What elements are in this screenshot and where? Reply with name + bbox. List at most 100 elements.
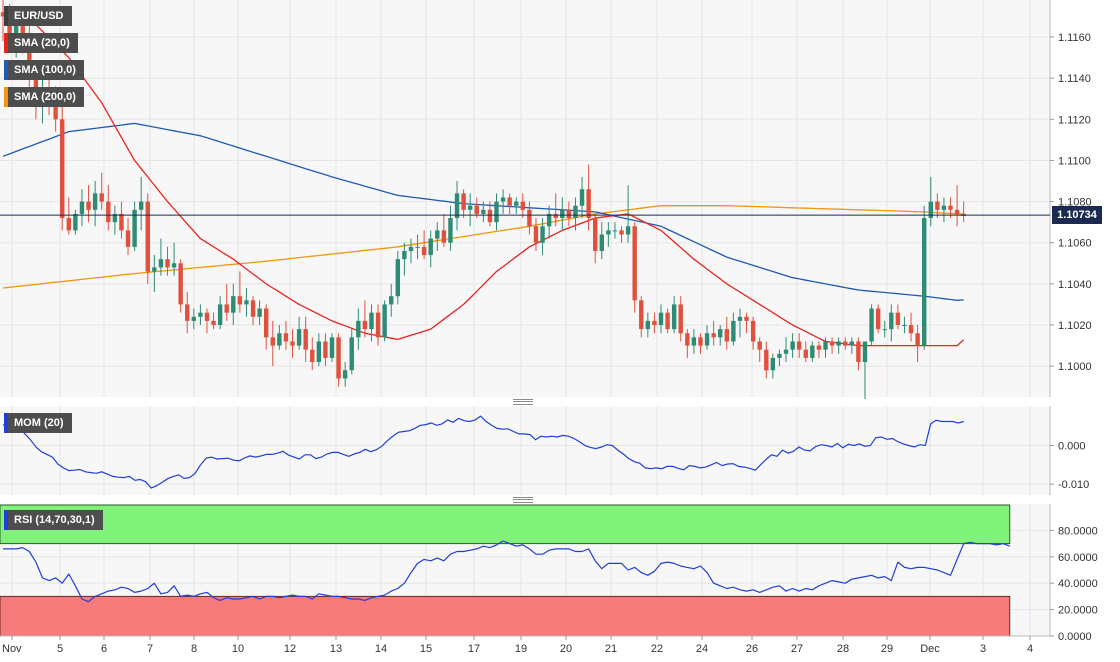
candle-body — [941, 205, 947, 210]
rsi-zones — [0, 504, 1011, 637]
rsi-text: RSI (14,70,30,1) — [14, 514, 95, 526]
candle-body — [507, 197, 512, 206]
candle-body — [737, 316, 743, 321]
y-tick-label: -0.010 — [1058, 479, 1089, 491]
rsi-resize-handle[interactable] — [513, 497, 533, 503]
x-tick-label: 26 — [746, 643, 758, 655]
candle-body — [66, 218, 71, 231]
candle-body — [0, 12, 6, 17]
candle-body — [744, 316, 749, 321]
candle-body — [342, 370, 348, 379]
candle-body — [671, 304, 677, 330]
candle-body — [783, 349, 789, 354]
candle-body — [481, 209, 486, 214]
candle-body — [632, 226, 637, 301]
x-tick-label: 6 — [101, 643, 107, 655]
candle-body — [593, 218, 598, 251]
x-tick-label: 24 — [696, 643, 708, 655]
x-tick-label: 19 — [515, 643, 527, 655]
rsi-overbought-zone — [0, 504, 1011, 545]
candle-body — [329, 337, 335, 358]
candle-body — [270, 337, 275, 346]
candle-body — [237, 296, 243, 305]
candle-body — [520, 201, 526, 210]
sma20-label[interactable]: SMA (20,0) — [4, 33, 78, 53]
candle-body — [244, 300, 249, 305]
panel-backgrounds — [0, 0, 1050, 636]
momentum-color-bar — [4, 413, 8, 433]
candle-body — [935, 201, 940, 210]
x-tick-label: 15 — [420, 643, 432, 655]
candle-body — [586, 189, 591, 219]
candle-body — [217, 304, 223, 326]
candle-body — [533, 226, 539, 243]
sma200-line — [2, 205, 964, 289]
candle-body — [461, 193, 466, 210]
candle-body — [7, 16, 12, 38]
sma20-text: SMA (20,0) — [14, 37, 70, 49]
grid-lines — [0, 0, 1050, 637]
candle-body — [803, 349, 808, 358]
sma200-label[interactable]: SMA (200,0) — [4, 87, 84, 107]
momentum-label[interactable]: MOM (20) — [4, 413, 72, 433]
candle-body — [823, 341, 828, 350]
candle-body — [277, 333, 282, 346]
candle-body — [92, 193, 98, 210]
candle-body — [467, 205, 473, 210]
candle-body — [474, 205, 479, 214]
sma100-label[interactable]: SMA (100,0) — [4, 60, 84, 80]
candle-body — [408, 246, 414, 251]
y-tick-label: 1.1000 — [1058, 361, 1092, 373]
candle-body — [652, 320, 657, 326]
candle-body — [415, 246, 420, 248]
candle-body — [764, 349, 769, 371]
candle-body — [454, 193, 460, 219]
candle-body — [448, 218, 453, 243]
candle-body — [185, 304, 190, 321]
momentum-resize-handle[interactable] — [513, 399, 533, 405]
candle-body — [310, 349, 315, 363]
sma20-line — [2, 11, 965, 347]
candle-body — [323, 341, 328, 358]
axes — [0, 0, 1051, 637]
candle-body — [316, 341, 322, 363]
candle-body — [60, 119, 65, 219]
y-tick-label: 0.000 — [1058, 440, 1086, 452]
candle-body — [560, 209, 565, 219]
candle-body — [829, 341, 835, 346]
candle-body — [915, 333, 920, 346]
candle-body — [704, 333, 710, 346]
rsi-label[interactable]: RSI (14,70,30,1) — [4, 510, 103, 530]
candle-body — [750, 320, 756, 342]
candle-body — [573, 205, 578, 219]
candle-body — [566, 209, 572, 219]
y-tick-label: 1.1160 — [1058, 32, 1091, 44]
candle-body — [421, 246, 427, 256]
candle-body — [606, 230, 611, 235]
candle-body — [283, 333, 289, 342]
candle-body — [336, 337, 341, 379]
candle-body — [27, 41, 32, 79]
x-tick-label: 29 — [881, 643, 893, 655]
candle-body — [198, 312, 203, 317]
y-tick-label: 0.0000 — [1058, 631, 1092, 643]
candle-body — [356, 320, 361, 338]
candle-body — [836, 341, 841, 346]
candle-body — [290, 341, 295, 346]
candle-body — [514, 201, 519, 206]
candle-body — [540, 226, 545, 243]
y-tick-label: 40.0000 — [1058, 578, 1098, 590]
candle-body — [678, 304, 683, 334]
candle-body — [790, 341, 795, 350]
candle-body — [132, 209, 137, 247]
sma200-text: SMA (200,0) — [14, 91, 76, 103]
candle-body — [553, 213, 558, 219]
candle-body — [165, 259, 170, 268]
candle-body — [849, 341, 855, 346]
x-tick-label: 5 — [57, 643, 63, 655]
candle-body — [145, 201, 150, 272]
candle-body — [73, 213, 78, 231]
candle-body — [264, 308, 269, 338]
candle-body — [691, 337, 697, 346]
